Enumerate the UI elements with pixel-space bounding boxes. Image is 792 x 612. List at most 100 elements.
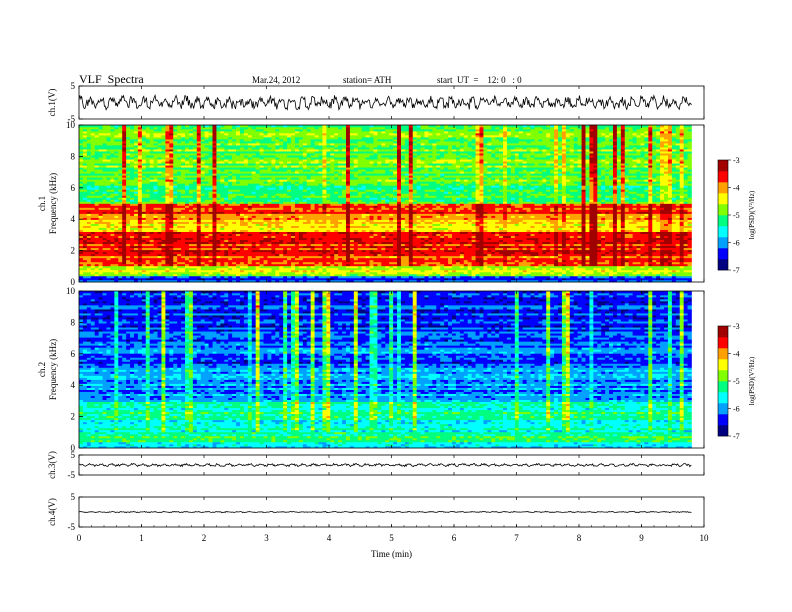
- heat-cell: [609, 238, 613, 240]
- heat-cell: [385, 232, 389, 234]
- heat-cell: [538, 270, 542, 272]
- heat-cell: [346, 238, 350, 240]
- heat-cell: [499, 254, 503, 256]
- heat-cell: [118, 230, 122, 232]
- heat-cell: [436, 268, 440, 270]
- heat-cell: [193, 244, 197, 246]
- heat-cell: [609, 242, 613, 244]
- heat-cell: [554, 258, 558, 260]
- heat-cell: [597, 260, 601, 262]
- heat-cell: [499, 250, 503, 252]
- heat-cell: [523, 266, 527, 268]
- heat-cell: [303, 276, 307, 278]
- heat-cell: [574, 236, 578, 238]
- heat-cell: [342, 238, 346, 240]
- heat-cell: [656, 274, 660, 276]
- heat-cell: [118, 240, 122, 242]
- heat-cell: [515, 240, 519, 242]
- heat-cell: [83, 234, 87, 236]
- heat-cell: [680, 234, 684, 236]
- heat-cell: [684, 268, 688, 270]
- heat-cell: [479, 252, 483, 254]
- heat-cell: [546, 276, 550, 278]
- heat-cell: [597, 242, 601, 244]
- heat-cell: [110, 232, 114, 234]
- heat-cell: [668, 238, 672, 240]
- heat-cell: [138, 258, 142, 260]
- heat-cell: [629, 262, 633, 264]
- heat-cell: [578, 236, 582, 238]
- heat-cell: [519, 232, 523, 234]
- heat-cell: [617, 250, 621, 252]
- heat-cell: [519, 262, 523, 264]
- heat-cell: [79, 242, 83, 244]
- heat-cell: [370, 276, 374, 278]
- heat-cell: [83, 240, 87, 242]
- heat-cell: [373, 238, 377, 240]
- heat-cell: [197, 264, 201, 266]
- heat-cell: [570, 238, 574, 240]
- heat-cell: [550, 236, 554, 238]
- heat-cell: [87, 266, 91, 268]
- heat-cell: [640, 246, 644, 248]
- heat-cell: [664, 250, 668, 252]
- heat-cell: [436, 270, 440, 272]
- heat-cell: [503, 270, 507, 272]
- heat-cell: [393, 270, 397, 272]
- heat-cell: [558, 250, 562, 252]
- heat-cell: [287, 244, 291, 246]
- heat-cell: [283, 234, 287, 236]
- heat-cell: [574, 252, 578, 254]
- heat-cell: [495, 278, 499, 280]
- heat-cell: [601, 232, 605, 234]
- heat-cell: [487, 244, 491, 246]
- heat-cell: [562, 274, 566, 276]
- heat-cell: [220, 252, 224, 254]
- heat-cell: [566, 252, 570, 254]
- heat-cell: [574, 256, 578, 258]
- heat-cell: [185, 262, 189, 264]
- heat-cell: [79, 274, 83, 276]
- heat-cell: [507, 272, 511, 274]
- heat-cell: [307, 266, 311, 268]
- heat-cell: [566, 250, 570, 252]
- heat-cell: [244, 250, 248, 252]
- heat-cell: [527, 246, 531, 248]
- heat-cell: [256, 268, 260, 270]
- heat-cell: [448, 244, 452, 246]
- heat-cell: [103, 234, 107, 236]
- heat-cell: [169, 254, 173, 256]
- heat-cell: [566, 242, 570, 244]
- heat-cell: [79, 240, 83, 242]
- heat-cell: [405, 274, 409, 276]
- heat-cell: [476, 248, 480, 250]
- heat-cell: [362, 278, 366, 280]
- heat-cell: [287, 270, 291, 272]
- heat-cell: [350, 264, 354, 266]
- heat-cell: [425, 244, 429, 246]
- heat-cell: [436, 234, 440, 236]
- heat-cell: [79, 278, 83, 280]
- heat-cell: [648, 268, 652, 270]
- heat-cell: [275, 254, 279, 256]
- heat-cell: [511, 232, 515, 234]
- heat-cell: [527, 270, 531, 272]
- heat-cell: [676, 238, 680, 240]
- heat-cell: [173, 230, 177, 232]
- heat-cell: [260, 258, 264, 260]
- heat-cell: [106, 276, 110, 278]
- heat-cell: [452, 256, 456, 258]
- heat-cell: [534, 232, 538, 234]
- heat-cell: [161, 236, 165, 238]
- heat-cell: [275, 234, 279, 236]
- heat-cell: [479, 244, 483, 246]
- heat-cell: [307, 258, 311, 260]
- heat-cell: [637, 270, 641, 272]
- heat-cell: [417, 256, 421, 258]
- heat-cell: [385, 274, 389, 276]
- heat-cell: [676, 258, 680, 260]
- heat-cell: [177, 248, 181, 250]
- heat-cell: [688, 244, 692, 246]
- heat-cell: [138, 266, 142, 268]
- heat-cell: [523, 246, 527, 248]
